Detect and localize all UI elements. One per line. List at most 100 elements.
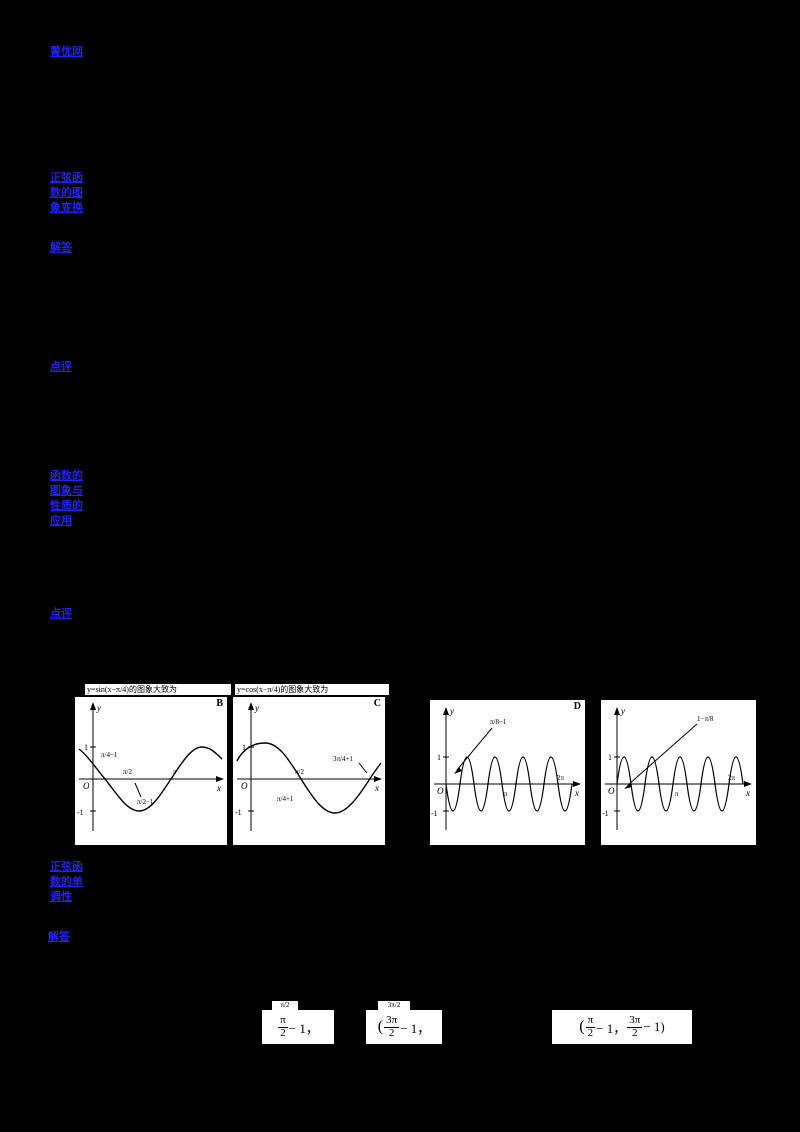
origin-label: O (241, 781, 248, 791)
tick-pi: π (675, 790, 679, 798)
answer-formula-1: π 2 − 1， (262, 1010, 334, 1044)
high-frequency-sine-curve (616, 756, 744, 812)
comment-link-2[interactable]: 点评 (50, 608, 72, 620)
option-letter-d: D (573, 701, 581, 712)
answer-link[interactable]: 解答 (50, 242, 72, 254)
option-caption-2: y=cos(x−π/4)的图象大致为 (235, 684, 389, 695)
annotation-arrowhead-icon (624, 783, 632, 789)
left-paren: ( (579, 1018, 585, 1035)
tick-label-neg1: -1 (602, 809, 609, 818)
fraction-denominator: 2 (280, 1026, 286, 1039)
annotation-arrowhead-icon (454, 767, 462, 774)
option-graph-b: C y 1 -1 O x π/2 3π/4+1 π/4+1 (233, 697, 385, 845)
annotation-upper: π/4−1 (101, 751, 118, 759)
y-axis-arrow-icon (248, 702, 254, 710)
knowledge-link2-line-2[interactable]: 图象与 (50, 485, 83, 497)
tick-label-neg1: -1 (235, 808, 242, 817)
tick-pi-over-2: π/2 (295, 768, 304, 776)
inline-formula-chip-1: π/2 (272, 1001, 298, 1010)
answer-formula-2: ( 3π 2 − 1， (366, 1010, 442, 1044)
tick-label-1: 1 (84, 743, 88, 752)
fraction-numerator: 3π (627, 1013, 643, 1028)
origin-label: O (437, 786, 444, 796)
annotation-lower: π/4+1 (277, 795, 294, 803)
annotation-arrow (627, 723, 698, 786)
fraction: 3π 2 (384, 1013, 400, 1039)
answer-link-2[interactable]: 解答 (48, 931, 70, 943)
sine-curve (78, 746, 223, 812)
knowledge-link3-line-2[interactable]: 数的单 (50, 876, 83, 888)
fraction-numerator: π (278, 1013, 288, 1028)
x-axis-arrow-icon (573, 781, 581, 787)
x-axis-label: x (574, 788, 579, 798)
x-axis-label: x (745, 788, 750, 798)
y-axis-label: y (96, 703, 101, 713)
fraction-denominator: 2 (587, 1026, 594, 1039)
origin-label: O (83, 781, 90, 791)
option-graph-a: B y 1 -1 O x π/2 π π/4−1 π/2−1 (75, 697, 227, 845)
y-axis-label: y (449, 706, 454, 716)
left-paren: ( (377, 1018, 384, 1035)
tick-pi: π (173, 768, 177, 776)
knowledge-link2-line-4[interactable]: 应用 (50, 515, 72, 527)
tick-label-neg1: -1 (77, 808, 84, 817)
knowledge-link3-line-3[interactable]: 调性 (50, 891, 72, 903)
fraction-denominator: 2 (388, 1026, 395, 1039)
x-axis-label: x (374, 783, 379, 793)
knowledge-link2-line-1[interactable]: 函数的 (50, 470, 83, 482)
inline-formula-chip-2: 3π/2 (378, 1001, 410, 1010)
annotation-arrow (358, 762, 368, 774)
tick-2pi: 2π (557, 774, 565, 782)
tick-label-1: 1 (608, 753, 612, 762)
y-axis-label: y (620, 706, 625, 716)
option-caption-1: y=sin(x−π/4)的图象大致为 (85, 684, 231, 695)
graph-d-plot: y 1 -1 O x π 2π 1−π/8 (602, 706, 752, 830)
tick-pi-over-2: π/2 (123, 768, 132, 776)
graph-c-plot: y 1 -1 O x π 2π π/8−1 (431, 706, 581, 830)
graph-a-plot: y 1 -1 O x π/2 π π/4−1 π/2−1 (77, 702, 224, 831)
tick-label-1: 1 (437, 753, 441, 762)
option-graph-d: y 1 -1 O x π 2π 1−π/8 (601, 700, 756, 845)
fraction: π 2 (278, 1013, 288, 1039)
formula-tail: − 1， (288, 1020, 319, 1036)
fraction-numerator: π (585, 1013, 596, 1028)
x-axis-arrow-icon (744, 781, 752, 787)
y-axis-label: y (254, 703, 259, 713)
knowledge-link-line-1[interactable]: 正弦函 (50, 172, 83, 184)
fraction-2: 3π 2 (627, 1013, 643, 1039)
graph-b-plot: y 1 -1 O x π/2 3π/4+1 π/4+1 (235, 702, 382, 831)
knowledge-link-line-2[interactable]: 数的图 (50, 187, 83, 199)
y-axis-arrow-icon (614, 707, 620, 715)
tick-pi: π (504, 790, 508, 798)
fraction-1: π 2 (585, 1013, 596, 1039)
origin-label: O (608, 786, 615, 796)
fraction-numerator: 3π (384, 1013, 400, 1028)
watermark-link[interactable]: 菁优网 (50, 46, 83, 58)
annotation-arrow (134, 782, 142, 798)
x-axis-arrow-icon (374, 776, 382, 782)
knowledge-link-line-3[interactable]: 象变换 (50, 202, 83, 214)
option-letter-c: C (373, 698, 381, 709)
answer-formula-3: ( π 2 − 1， 3π 2 − 1) (552, 1010, 692, 1044)
formula-tail: − 1， (400, 1020, 431, 1036)
annotation-upper: 3π/4+1 (333, 755, 353, 763)
knowledge-link3-line-1[interactable]: 正弦函 (50, 861, 83, 873)
annotation-label: 1−π/8 (697, 715, 714, 723)
tick-2pi: 2π (728, 774, 736, 782)
formula-tail: − 1) (643, 1019, 665, 1034)
tick-label-neg1: -1 (431, 809, 438, 818)
option-letter-b: B (216, 698, 223, 709)
fraction-denominator: 2 (632, 1026, 638, 1039)
annotation-lower: π/2−1 (137, 798, 154, 806)
formula-middle: − 1， (596, 1020, 627, 1036)
annotation-label: π/8−1 (490, 718, 507, 726)
tick-label-1: 1 (242, 743, 246, 752)
option-graph-c: D y 1 -1 O x π 2π π/8−1 (430, 700, 585, 845)
annotation-arrow (456, 727, 493, 771)
comment-link[interactable]: 点评 (50, 361, 72, 373)
knowledge-link2-line-3[interactable]: 性质的 (50, 500, 83, 512)
sine-curve (236, 742, 382, 814)
y-axis-arrow-icon (90, 702, 96, 710)
y-axis-arrow-icon (443, 707, 449, 715)
